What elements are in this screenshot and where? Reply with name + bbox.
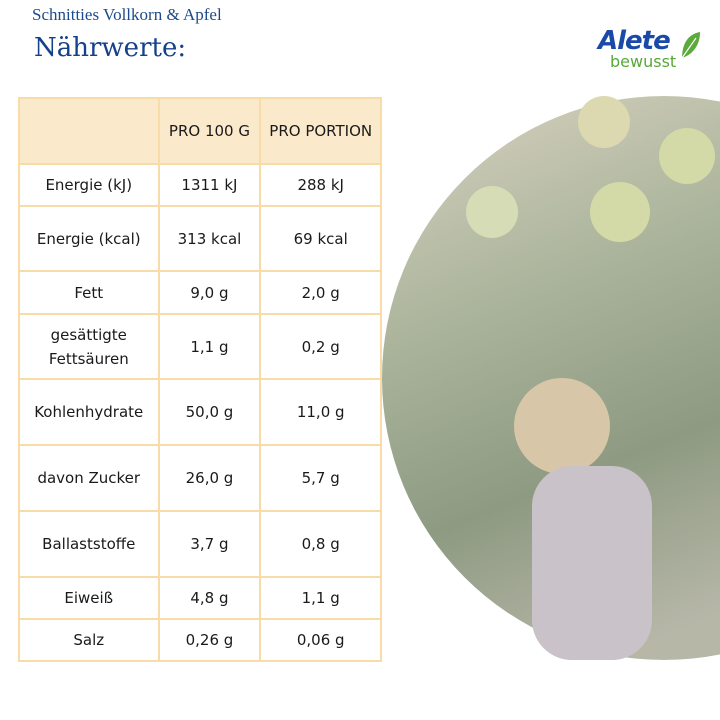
- value-per-portion: 1,1 g: [259, 576, 382, 620]
- value-per-portion: 288 kJ: [259, 163, 382, 207]
- nutrient-label: Salz: [18, 618, 160, 662]
- value-per-100g: 1311 kJ: [157, 163, 262, 207]
- table-row: Energie (kcal) 313 kcal 69 kcal: [18, 205, 382, 272]
- logo-brand: Alete: [598, 26, 671, 56]
- value-per-100g: 4,8 g: [157, 576, 262, 620]
- nutrient-label: Ballaststoffe: [18, 510, 160, 578]
- value-per-portion: 2,0 g: [259, 270, 382, 315]
- table-row: Ballaststoffe 3,7 g 0,8 g: [18, 510, 382, 578]
- nutrient-label: Kohlenhydrate: [18, 378, 160, 446]
- nutrient-label: Energie (kJ): [18, 163, 160, 207]
- value-per-100g: 9,0 g: [157, 270, 262, 315]
- header-per-portion: PRO PORTION: [259, 97, 382, 165]
- value-per-portion: 0,06 g: [259, 618, 382, 662]
- value-per-100g: 313 kcal: [157, 205, 262, 272]
- nutrient-label: Energie (kcal): [18, 205, 160, 272]
- brand-logo: Alete bewusst: [596, 26, 706, 76]
- leaf-icon: [681, 32, 700, 59]
- table-row: Fett 9,0 g 2,0 g: [18, 270, 382, 315]
- table-header-row: PRO 100 G PRO PORTION: [18, 97, 382, 165]
- logo-sub: bewusst: [610, 52, 677, 71]
- table-row: Kohlenhydrate 50,0 g 11,0 g: [18, 378, 382, 446]
- value-per-100g: 1,1 g: [157, 313, 262, 380]
- value-per-portion: 11,0 g: [259, 378, 382, 446]
- child-apple-tree-photo: [382, 96, 720, 660]
- header-per-100g: PRO 100 G: [157, 97, 262, 165]
- nutrient-label: Fett: [18, 270, 160, 315]
- table-row: Energie (kJ) 1311 kJ 288 kJ: [18, 163, 382, 207]
- table-row: gesättigte Fettsäuren 1,1 g 0,2 g: [18, 313, 382, 380]
- nutrient-label: davon Zucker: [18, 444, 160, 512]
- value-per-100g: 26,0 g: [157, 444, 262, 512]
- header-empty: [18, 97, 160, 165]
- value-per-100g: 3,7 g: [157, 510, 262, 578]
- value-per-portion: 5,7 g: [259, 444, 382, 512]
- value-per-100g: 50,0 g: [157, 378, 262, 446]
- value-per-100g: 0,26 g: [157, 618, 262, 662]
- nutrient-label: gesättigte Fettsäuren: [18, 313, 160, 380]
- nutrient-label: Eiweiß: [18, 576, 160, 620]
- table-row: Eiweiß 4,8 g 1,1 g: [18, 576, 382, 620]
- nutrition-table: PRO 100 G PRO PORTION Energie (kJ) 1311 k…: [18, 97, 382, 662]
- value-per-portion: 0,8 g: [259, 510, 382, 578]
- table-row: davon Zucker 26,0 g 5,7 g: [18, 444, 382, 512]
- page-title: Nährwerte:: [34, 33, 187, 63]
- value-per-portion: 0,2 g: [259, 313, 382, 380]
- product-name: Schnitties Vollkorn & Apfel: [32, 5, 222, 24]
- value-per-portion: 69 kcal: [259, 205, 382, 272]
- table-row: Salz 0,26 g 0,06 g: [18, 618, 382, 662]
